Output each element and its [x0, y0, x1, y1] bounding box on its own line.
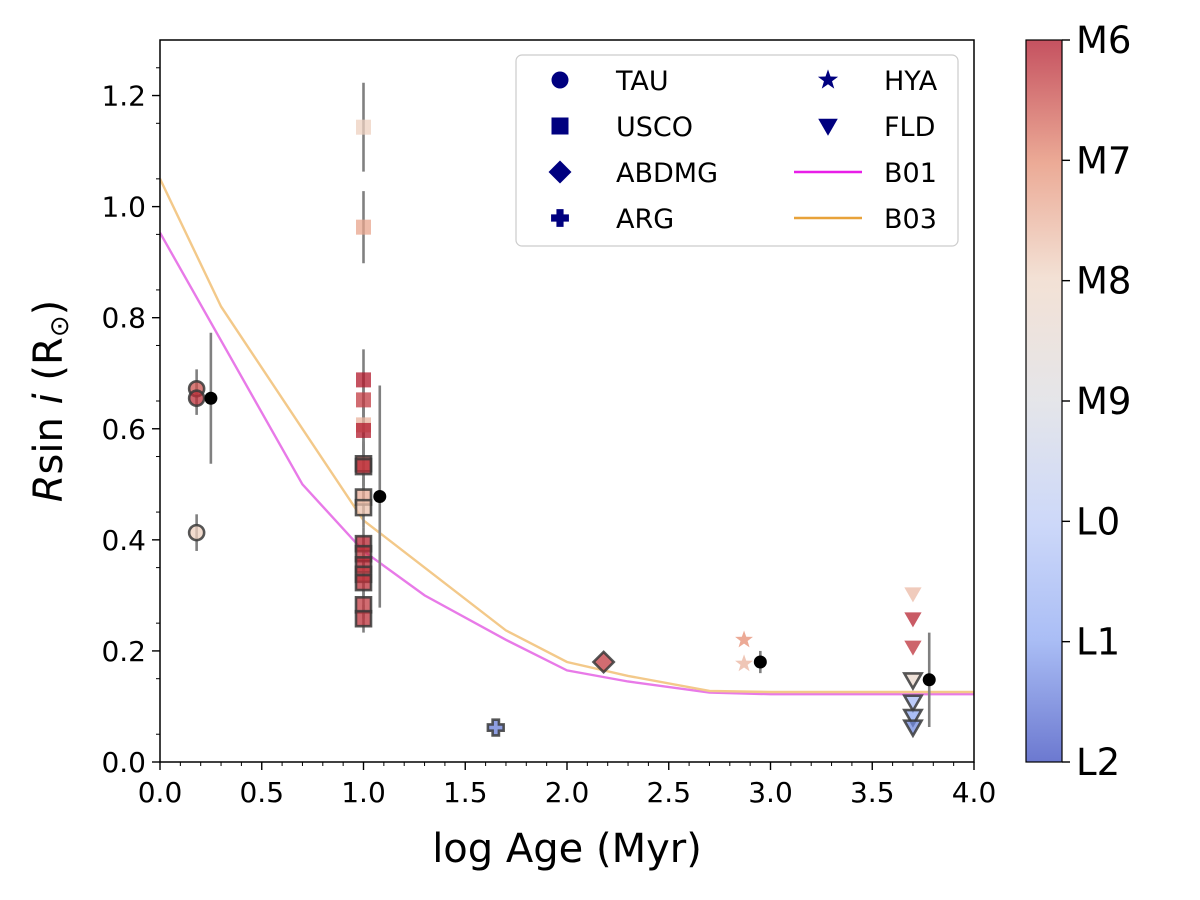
fld-point: [902, 694, 924, 714]
usco-point: [356, 422, 371, 438]
usco-point: [356, 372, 371, 388]
fld-point: [902, 708, 924, 728]
tau-point: [187, 523, 206, 542]
mean-point: [753, 655, 767, 669]
colorbar-label: L1: [1076, 621, 1120, 664]
usco-point: [354, 573, 373, 592]
usco-point: [354, 498, 373, 517]
legend-fld-marker: [818, 118, 838, 136]
y-tick-label: 0.4: [101, 524, 146, 557]
legend-abdmg-label: ABDMG: [616, 158, 718, 189]
fld-point: [904, 587, 922, 603]
colorbar-label: L2: [1076, 741, 1120, 784]
y-tick-label: 1.0: [101, 191, 146, 224]
hya-point: [735, 654, 753, 672]
colorbar-label: M7: [1076, 139, 1131, 182]
usco-point: [354, 457, 373, 476]
usco-point: [356, 119, 371, 135]
x-axis-label: log Age (Myr): [432, 826, 702, 872]
x-tick-label: 0.5: [239, 776, 284, 809]
mean-point: [373, 490, 387, 504]
colorbar-label: M9: [1076, 380, 1131, 423]
y-tick-label: 0.8: [101, 302, 146, 335]
legend-usco-marker: [551, 117, 569, 135]
legend-frame: [515, 54, 959, 247]
x-tick-label: 2.5: [646, 776, 691, 809]
usco-point: [356, 219, 371, 235]
model-line-b01: [160, 232, 974, 696]
x-tick-label: 1.0: [341, 776, 386, 809]
legend-b01-label: B01: [884, 158, 937, 189]
hya-point: [735, 630, 753, 648]
legend-hya-label: HYA: [884, 66, 938, 97]
legend-abdmg-marker: [548, 160, 572, 184]
y-tick-label: 1.2: [101, 80, 146, 113]
legend-hya-marker: [817, 69, 839, 89]
legend-tau-label: TAU: [615, 66, 669, 97]
y-axis-label: Rsin i (R⊙): [26, 300, 75, 502]
colorbar-label: M6: [1076, 19, 1131, 62]
colorbar: M6 M7 M8 M9 L0 L1 L2: [1025, 19, 1131, 784]
x-tick-label: 4.0: [952, 776, 997, 809]
legend: TAU USCO ABDMG ARG HYA FLD B01 B03: [515, 54, 959, 247]
legend-b03-label: B03: [884, 204, 937, 235]
x-tick-label: 0.0: [138, 776, 183, 809]
legend-usco-label: USCO: [616, 112, 693, 143]
x-tick-label: 3.0: [748, 776, 793, 809]
colorbar-label: M8: [1076, 260, 1131, 303]
usco-point: [356, 392, 371, 408]
fld-point: [902, 719, 924, 739]
legend-arg-marker: [551, 209, 569, 227]
legend-fld-label: FLD: [884, 112, 935, 143]
y-tick-label: 0.0: [101, 746, 146, 779]
usco-point: [354, 609, 373, 628]
colorbar-label: L0: [1076, 500, 1120, 543]
y-tick-label: 0.2: [101, 635, 146, 668]
fld-point: [904, 612, 922, 628]
legend-tau-marker: [551, 71, 569, 89]
model-line-b03: [160, 178, 974, 694]
fld-point: [904, 640, 922, 656]
arg-point: [486, 718, 505, 737]
mean-point: [204, 391, 218, 405]
colorbar-gradient: [1025, 39, 1063, 763]
legend-arg-label: ARG: [616, 204, 674, 235]
y-tick-label: 0.6: [101, 413, 146, 446]
fld-point: [902, 672, 924, 692]
tau-point: [187, 389, 206, 408]
plot-area: 0.0 0.5 1.0 1.5 2.0 2.5 3.0 3.5 4.0 0.0 0.2 0.4 0.6…: [101, 39, 997, 809]
mean-point: [922, 673, 936, 687]
abdmg-point: [591, 650, 616, 674]
x-tick-label: 1.5: [443, 776, 488, 809]
x-tick-label: 2.0: [545, 776, 590, 809]
x-tick-label: 3.5: [850, 776, 895, 809]
